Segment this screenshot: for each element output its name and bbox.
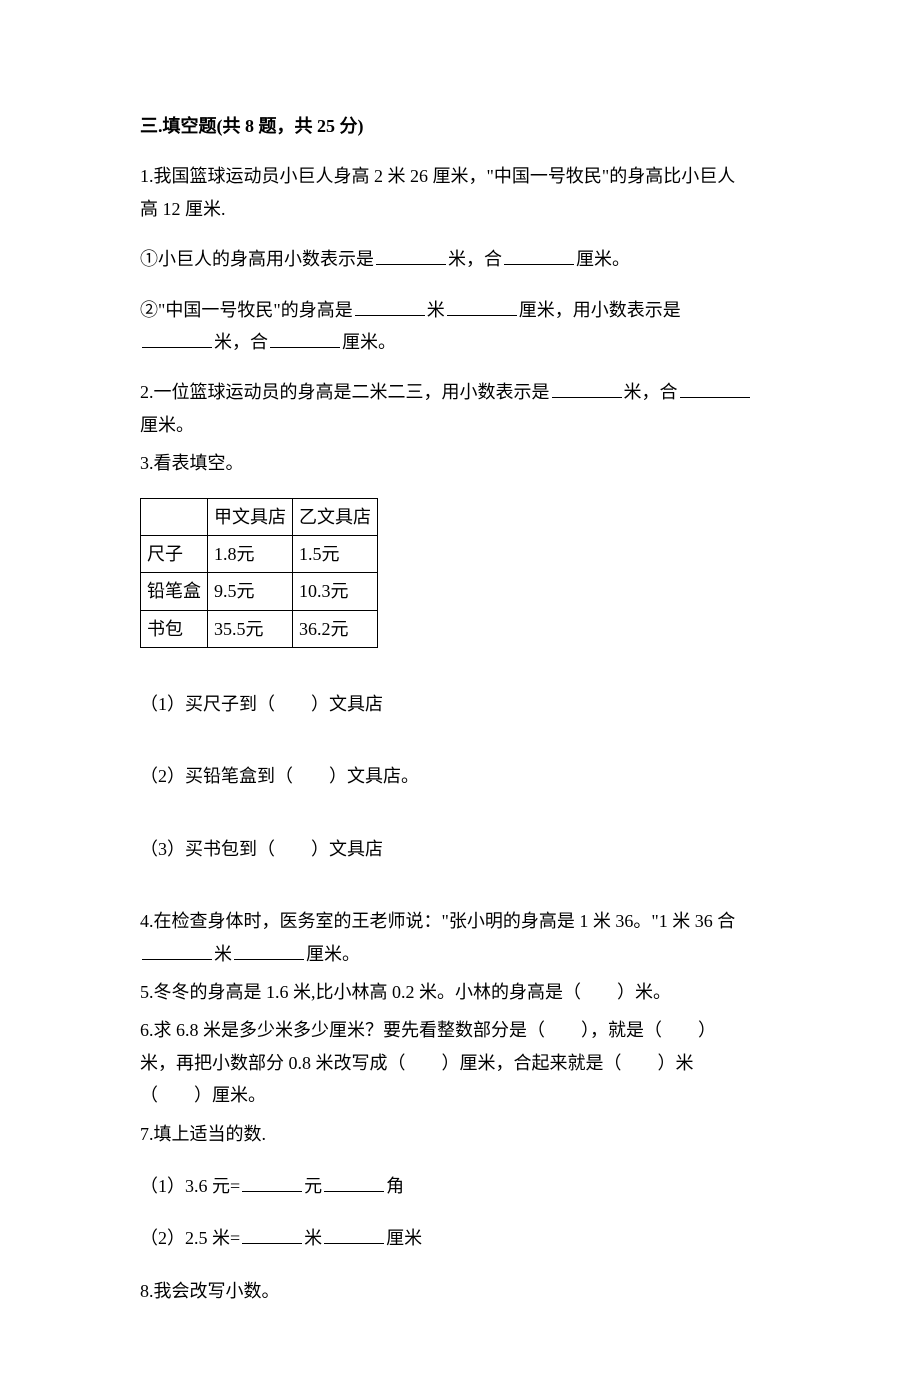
table-cell: 1.5元 xyxy=(293,535,378,572)
q1-sub2-b: 米 xyxy=(427,300,445,320)
q1-stem-b: 高 12 厘米. xyxy=(140,199,226,219)
blank xyxy=(376,245,446,265)
q7-sub2-c: 厘米 xyxy=(386,1228,422,1248)
q6-c: （ ）厘米。 xyxy=(140,1085,266,1105)
question-5: 5.冬冬的身高是 1.6 米,比小林高 0.2 米。小林的身高是（ ）米。 xyxy=(140,976,780,1008)
question-6: 6.求 6.8 米是多少米多少厘米？要先看整数部分是（ ），就是（ ） 米，再把… xyxy=(140,1014,780,1111)
blank xyxy=(447,296,517,316)
table-cell: 尺子 xyxy=(141,535,208,572)
table-cell: 36.2元 xyxy=(293,610,378,647)
q1-sub1-c: 厘米。 xyxy=(576,249,630,269)
blank xyxy=(324,1225,384,1245)
q7-sub1-c: 角 xyxy=(386,1176,404,1196)
table-row: 甲文具店 乙文具店 xyxy=(141,498,378,535)
q7-sub2-a: （2）2.5 米= xyxy=(140,1228,240,1248)
blank xyxy=(355,296,425,316)
q7-sub1-b: 元 xyxy=(304,1176,322,1196)
q7-sub2-b: 米 xyxy=(304,1228,322,1248)
table-cell: 铅笔盒 xyxy=(141,573,208,610)
q8-text: 8.我会改写小数。 xyxy=(140,1281,280,1301)
q1-sub2-e: 厘米。 xyxy=(342,332,396,352)
question-2: 2.一位篮球运动员的身高是二米二三，用小数表示是 米，合 厘米。 xyxy=(140,376,780,441)
q7-sub2: （2）2.5 米= 米 厘米 xyxy=(140,1222,780,1254)
q2-c: 厘米。 xyxy=(140,415,194,435)
price-table: 甲文具店 乙文具店 尺子 1.8元 1.5元 铅笔盒 9.5元 10.3元 书包… xyxy=(140,498,378,649)
q3-sub1: （1）买尺子到（ ）文具店 xyxy=(140,688,780,720)
q3-stem: 3.看表填空。 xyxy=(140,447,780,479)
blank xyxy=(242,1172,302,1192)
table-cell: 书包 xyxy=(141,610,208,647)
q3-sub2: （2）买铅笔盒到（ ）文具店。 xyxy=(140,760,780,792)
q1-sub1-b: 米，合 xyxy=(448,249,502,269)
blank xyxy=(324,1172,384,1192)
blank xyxy=(234,940,304,960)
q6-a: 6.求 6.8 米是多少米多少厘米？要先看整数部分是（ ），就是（ ） xyxy=(140,1020,716,1040)
q1-sub2-d: 米，合 xyxy=(214,332,268,352)
table-row: 书包 35.5元 36.2元 xyxy=(141,610,378,647)
q4-c: 厘米。 xyxy=(306,944,360,964)
q7-stem: 7.填上适当的数. xyxy=(140,1118,780,1150)
blank xyxy=(680,379,750,399)
section-title: 三.填空题(共 8 题，共 25 分) xyxy=(140,110,780,142)
q1-stem-a: 1.我国篮球运动员小巨人身高 2 米 26 厘米，"中国一号牧民"的身高比小巨人 xyxy=(140,166,735,186)
blank xyxy=(504,245,574,265)
question-8: 8.我会改写小数。 xyxy=(140,1275,780,1307)
blank xyxy=(552,379,622,399)
question-4: 4.在检查身体时，医务室的王老师说："张小明的身高是 1 米 36。"1 米 3… xyxy=(140,905,780,970)
q7-sub1: （1）3.6 元= 元 角 xyxy=(140,1170,780,1202)
q3-sub3: （3）买书包到（ ）文具店 xyxy=(140,833,780,865)
q4-a: 4.在检查身体时，医务室的王老师说："张小明的身高是 1 米 36。"1 米 3… xyxy=(140,911,735,931)
q6-b: 米，再把小数部分 0.8 米改写成（ ）厘米，合起来就是（ ）米 xyxy=(140,1053,694,1073)
q4-b: 米 xyxy=(214,944,232,964)
q1-sub1-a: ①小巨人的身高用小数表示是 xyxy=(140,249,374,269)
question-1: 1.我国篮球运动员小巨人身高 2 米 26 厘米，"中国一号牧民"的身高比小巨人… xyxy=(140,160,780,358)
table-cell: 1.8元 xyxy=(208,535,293,572)
table-row: 铅笔盒 9.5元 10.3元 xyxy=(141,573,378,610)
table-cell: 甲文具店 xyxy=(208,498,293,535)
blank xyxy=(142,328,212,348)
table-cell: 乙文具店 xyxy=(293,498,378,535)
q7-sub1-a: （1）3.6 元= xyxy=(140,1176,240,1196)
q1-sub2-c: 厘米，用小数表示是 xyxy=(519,300,681,320)
table-row: 尺子 1.8元 1.5元 xyxy=(141,535,378,572)
table-cell: 35.5元 xyxy=(208,610,293,647)
q2-b: 米，合 xyxy=(624,382,678,402)
question-3: 3.看表填空。 甲文具店 乙文具店 尺子 1.8元 1.5元 铅笔盒 9.5元 … xyxy=(140,447,780,865)
table-cell: 10.3元 xyxy=(293,573,378,610)
blank xyxy=(270,328,340,348)
table-cell xyxy=(141,498,208,535)
question-7: 7.填上适当的数. （1）3.6 元= 元 角 （2）2.5 米= 米 厘米 xyxy=(140,1118,780,1255)
table-cell: 9.5元 xyxy=(208,573,293,610)
q5-text: 5.冬冬的身高是 1.6 米,比小林高 0.2 米。小林的身高是（ ）米。 xyxy=(140,982,671,1002)
q1-sub2-a: ②"中国一号牧民"的身高是 xyxy=(140,300,353,320)
blank xyxy=(242,1225,302,1245)
q2-a: 2.一位篮球运动员的身高是二米二三，用小数表示是 xyxy=(140,382,550,402)
blank xyxy=(142,940,212,960)
